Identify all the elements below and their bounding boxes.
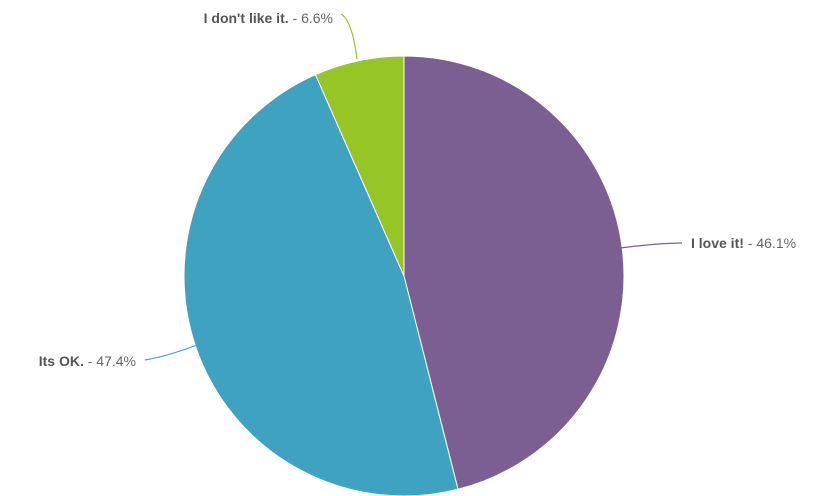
slice-label-percent: 47.4% bbox=[96, 353, 136, 369]
slice-labels: I love it! - 46.1% Its OK. - 47.4% I don't… bbox=[39, 10, 796, 369]
slice-label-separator: - bbox=[289, 10, 301, 26]
leader-line-love bbox=[619, 242, 683, 249]
pie-slice-love bbox=[403, 55, 625, 490]
leader-line-dislike bbox=[340, 13, 358, 60]
slice-label-separator: - bbox=[84, 353, 96, 369]
slice-label-ok: Its OK. - 47.4% bbox=[39, 353, 136, 369]
slice-label-percent: 6.6% bbox=[301, 10, 333, 26]
pie-slices bbox=[183, 55, 625, 496]
slice-label-percent: 46.1% bbox=[756, 235, 796, 251]
pie-slice-ok bbox=[183, 73, 459, 496]
slice-label-separator: - bbox=[744, 235, 756, 251]
slice-label-name: I love it! bbox=[691, 235, 744, 251]
slice-label-dislike: I don't like it. - 6.6% bbox=[204, 10, 333, 26]
slice-label-love: I love it! - 46.1% bbox=[691, 235, 796, 251]
pie-slice-dislike bbox=[314, 55, 405, 277]
slice-label-name: I don't like it. bbox=[204, 10, 289, 26]
leader-line-ok bbox=[144, 344, 198, 361]
leader-lines bbox=[144, 13, 683, 361]
slice-label-name: Its OK. bbox=[39, 353, 84, 369]
